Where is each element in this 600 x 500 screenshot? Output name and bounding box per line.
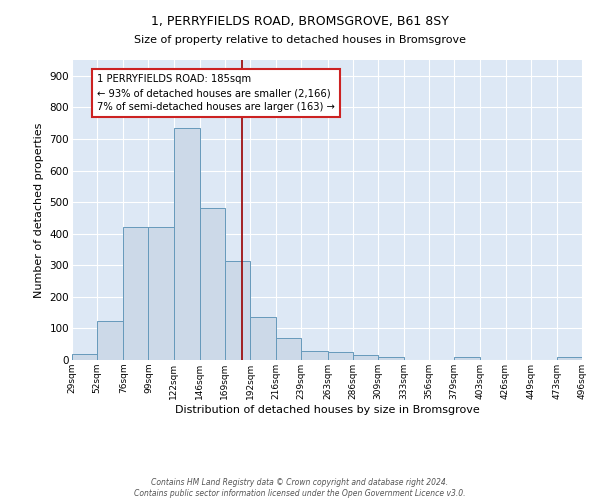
Bar: [276, 338, 301, 360]
X-axis label: Distribution of detached houses by size in Bromsgrove: Distribution of detached houses by size …: [175, 404, 479, 414]
Text: 1 PERRYFIELDS ROAD: 185sqm
← 93% of detached houses are smaller (2,166)
7% of se: 1 PERRYFIELDS ROAD: 185sqm ← 93% of deta…: [97, 74, 335, 112]
Bar: [173, 128, 200, 360]
Bar: [124, 228, 148, 360]
Text: Size of property relative to detached houses in Bromsgrove: Size of property relative to detached ho…: [134, 35, 466, 45]
Bar: [301, 350, 328, 360]
Bar: [148, 228, 173, 360]
Y-axis label: Number of detached properties: Number of detached properties: [34, 122, 44, 298]
Bar: [378, 357, 404, 360]
Text: Contains HM Land Registry data © Crown copyright and database right 2024.
Contai: Contains HM Land Registry data © Crown c…: [134, 478, 466, 498]
Bar: [72, 354, 97, 360]
Bar: [328, 352, 353, 360]
Bar: [225, 260, 250, 360]
Bar: [454, 357, 481, 360]
Bar: [200, 208, 225, 360]
Bar: [557, 357, 582, 360]
Bar: [97, 320, 124, 360]
Text: 1, PERRYFIELDS ROAD, BROMSGROVE, B61 8SY: 1, PERRYFIELDS ROAD, BROMSGROVE, B61 8SY: [151, 15, 449, 28]
Bar: [250, 318, 276, 360]
Bar: [353, 356, 378, 360]
